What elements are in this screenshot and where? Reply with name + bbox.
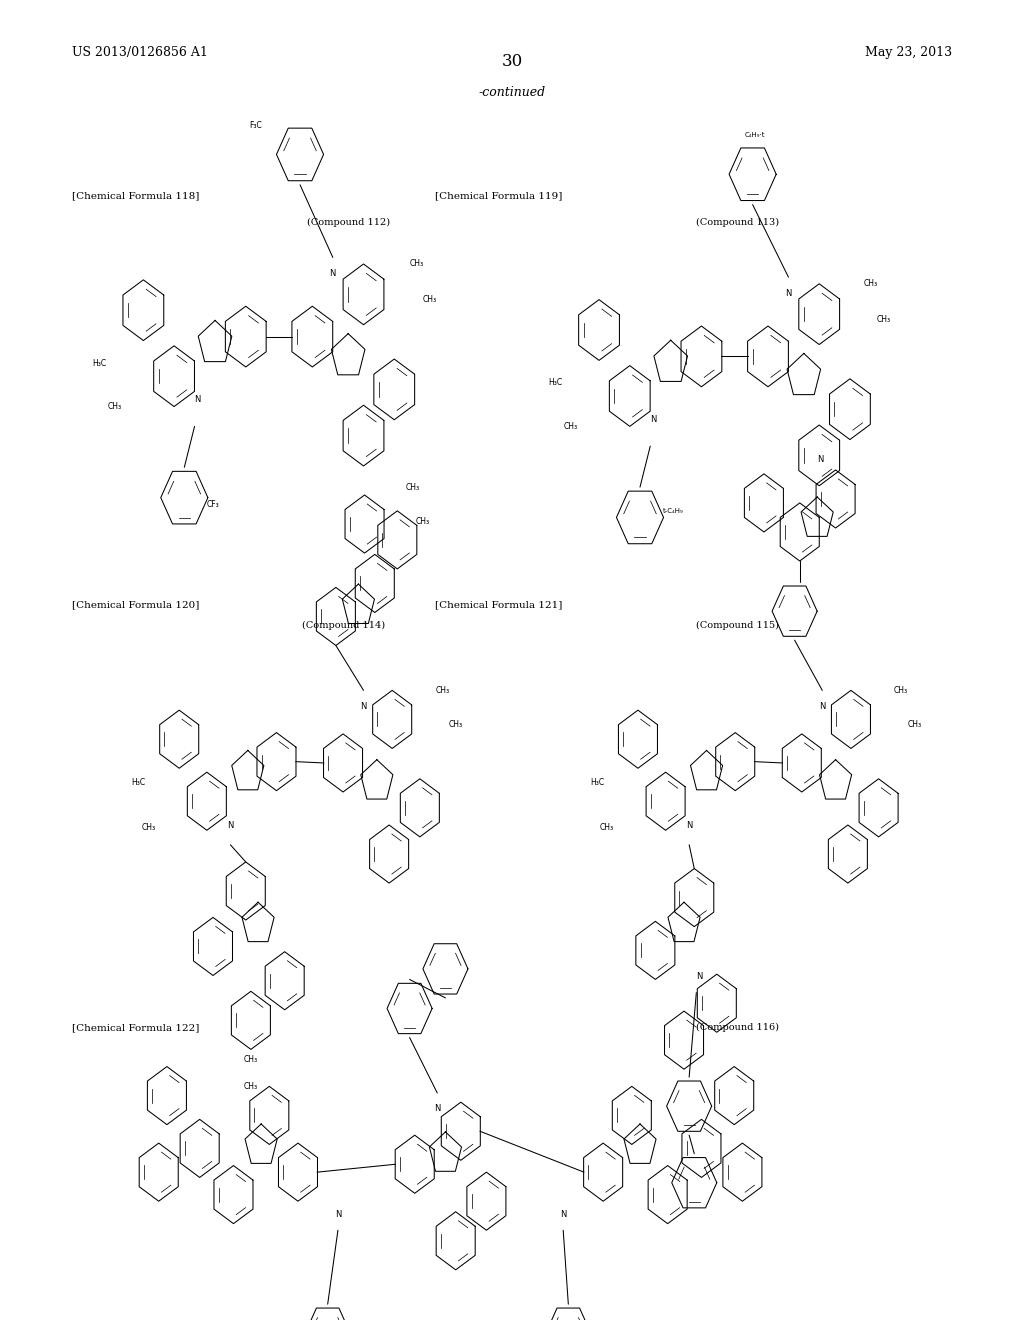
Text: 30: 30 [502,53,522,70]
Text: May 23, 2013: May 23, 2013 [865,46,952,59]
Text: -continued: -continued [478,86,546,99]
Text: [Chemical Formula 122]: [Chemical Formula 122] [72,1023,199,1032]
Text: (Compound 114): (Compound 114) [302,620,385,630]
Text: N: N [227,821,233,829]
Text: [Chemical Formula 120]: [Chemical Formula 120] [72,601,199,610]
Text: H₃C: H₃C [131,779,145,787]
Text: [Chemical Formula 119]: [Chemical Formula 119] [435,191,562,201]
Text: CH₃: CH₃ [449,721,463,729]
Text: CH₃: CH₃ [406,483,420,491]
Text: CF₃: CF₃ [207,500,219,508]
Text: CH₃: CH₃ [600,824,614,832]
Text: N: N [696,973,702,981]
Text: CH₃: CH₃ [244,1056,258,1064]
Text: US 2013/0126856 A1: US 2013/0126856 A1 [72,46,208,59]
Text: CH₃: CH₃ [894,686,908,694]
Text: CH₃: CH₃ [423,296,437,304]
Text: CH₃: CH₃ [907,721,922,729]
Text: [Chemical Formula 121]: [Chemical Formula 121] [435,601,562,610]
Text: (Compound 116): (Compound 116) [696,1023,779,1032]
Text: C₄H₉·t: C₄H₉·t [744,132,765,137]
Text: N: N [360,702,367,710]
Text: N: N [819,702,825,710]
Text: H₃C: H₃C [92,359,106,367]
Text: F₃C: F₃C [249,121,261,129]
Text: N: N [195,396,201,404]
Text: (Compound 113): (Compound 113) [696,218,779,227]
Text: (Compound 115): (Compound 115) [696,620,779,630]
Text: CH₃: CH₃ [244,1082,258,1090]
Text: N: N [785,289,792,297]
Text: CH₃: CH₃ [863,280,878,288]
Text: N: N [686,821,692,829]
Text: (Compound 112): (Compound 112) [307,218,390,227]
Text: N: N [560,1210,566,1218]
Text: N: N [817,455,823,463]
Text: CH₃: CH₃ [416,517,430,525]
Text: N: N [434,1105,440,1113]
Text: CH₃: CH₃ [108,403,122,411]
Text: CH₃: CH₃ [410,260,424,268]
Text: CH₃: CH₃ [563,422,578,430]
Text: CH₃: CH₃ [141,824,156,832]
Text: H₃C: H₃C [590,779,604,787]
Text: N: N [335,1210,341,1218]
Text: CH₃: CH₃ [435,686,450,694]
Text: CH₃: CH₃ [877,315,891,323]
Text: N: N [330,269,336,277]
Text: N: N [650,416,656,424]
Text: t-C₄H₉: t-C₄H₉ [663,508,683,513]
Text: H₃C: H₃C [548,379,562,387]
Text: [Chemical Formula 118]: [Chemical Formula 118] [72,191,199,201]
